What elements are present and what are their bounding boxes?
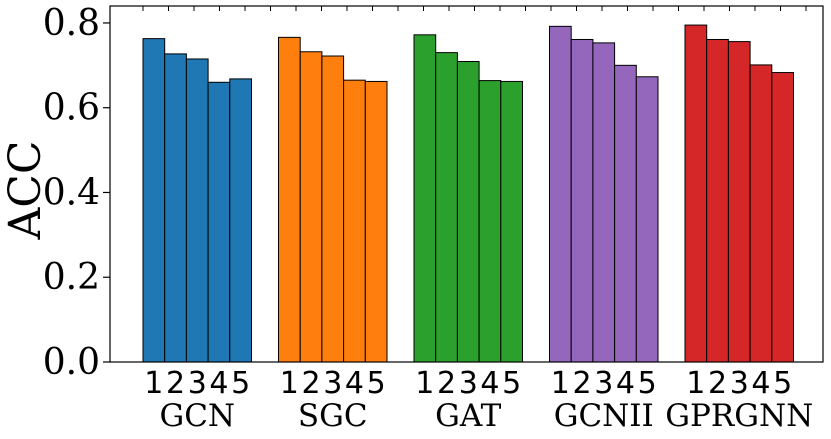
bar — [321, 55, 345, 363]
subcategory-label: 3 — [459, 366, 478, 401]
bar — [299, 51, 323, 363]
bar — [164, 53, 187, 363]
subcategory-label: 2 — [166, 366, 185, 401]
bar — [706, 38, 729, 363]
subcategory-label: 2 — [708, 366, 727, 401]
bar — [549, 25, 572, 363]
y-axis: 0.0 0.2 0.4 0.6 0.8 — [43, 3, 110, 383]
y-axis-title: ACC — [0, 140, 51, 240]
subcategory-label: 5 — [638, 366, 657, 401]
subcategory-label: 1 — [415, 366, 434, 401]
subcategory-label: 2 — [302, 366, 321, 401]
group-label: GCNII — [554, 398, 654, 434]
subcategory-label: 4 — [345, 366, 364, 401]
bar — [614, 64, 637, 363]
y-tick-label: 0.8 — [43, 3, 100, 44]
bar — [456, 61, 480, 363]
y-tick-label: 0.2 — [43, 257, 100, 298]
subcategory-label: 2 — [437, 366, 456, 401]
bar — [364, 80, 388, 363]
subcategory-label: 1 — [144, 366, 163, 401]
y-tick-label: 0.0 — [43, 342, 100, 383]
bar — [478, 80, 502, 363]
bar — [229, 78, 253, 363]
subcategory-label: 4 — [616, 366, 635, 401]
subcategory-label: 4 — [209, 366, 228, 401]
subcategory-label: 3 — [188, 366, 207, 401]
bar — [185, 58, 209, 363]
bar — [771, 72, 794, 363]
bar — [570, 38, 594, 363]
bar — [413, 34, 437, 363]
subcategory-label: 3 — [323, 366, 342, 401]
subcategory-label: 4 — [751, 366, 770, 401]
bar — [592, 42, 616, 363]
group-label: GAT — [435, 398, 501, 434]
subcategory-label: 5 — [367, 366, 386, 401]
bar — [684, 24, 708, 363]
group-label: GCN — [159, 398, 235, 434]
bar — [343, 79, 366, 363]
group-label: SGC — [298, 398, 368, 434]
bar — [635, 76, 659, 363]
bar — [142, 38, 166, 363]
bar — [207, 81, 231, 363]
subcategory-label: 3 — [594, 366, 613, 401]
subcategory-label: 2 — [573, 366, 592, 401]
subcategory-label: 1 — [686, 366, 705, 401]
y-tick-label: 0.6 — [43, 88, 100, 129]
subcategory-label: 5 — [231, 366, 250, 401]
subcategory-label: 5 — [502, 366, 521, 401]
bar — [435, 52, 458, 363]
bar — [727, 41, 751, 363]
y-tick-label: 0.4 — [43, 172, 100, 213]
bar — [500, 80, 523, 363]
plot-frame — [109, 5, 824, 363]
subcategory-label: 5 — [773, 366, 792, 401]
bar — [278, 36, 301, 363]
subcategory-label: 1 — [551, 366, 570, 401]
subcategory-label: 4 — [480, 366, 499, 401]
bar — [749, 64, 773, 363]
subcategory-label: 1 — [280, 366, 299, 401]
subcategory-label: 3 — [730, 366, 749, 401]
group-label: GPRGNN — [665, 398, 813, 434]
